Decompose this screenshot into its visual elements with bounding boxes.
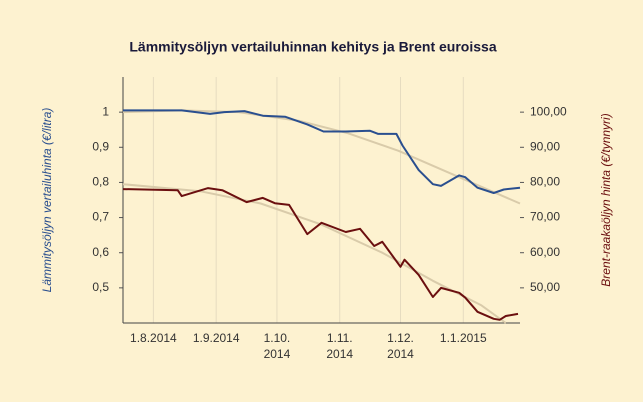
y2-tick-label: 50,00 — [530, 280, 560, 294]
y2-tick-label: 100,00 — [530, 104, 567, 118]
x-tick-label: 1.11. 2014 — [326, 331, 353, 361]
x-tick-label: 1.9.2014 — [193, 331, 240, 345]
chart-title: Lämmitysöljyn vertailuhinnan kehitys ja … — [129, 39, 496, 55]
y-tick-label: 0,8 — [92, 175, 109, 189]
y-tick-label: 0,9 — [92, 139, 109, 153]
y2-tick-label: 70,00 — [530, 210, 560, 224]
series-line — [122, 187, 519, 321]
y2-axis-label: Brent-raakaöljyn hinta (€/tynnyri) — [599, 113, 613, 286]
y-axis-label: Lämmitysöljyn vertailuhinta (€/litra) — [40, 108, 54, 293]
series-line — [122, 183, 507, 324]
x-tick-label: 1.8.2014 — [130, 331, 177, 345]
y2-tick-label: 80,00 — [530, 175, 560, 189]
y-tick-label: 0,6 — [92, 245, 109, 259]
y-tick-label: 0,7 — [92, 210, 109, 224]
y-tick-label: 1 — [102, 104, 109, 118]
x-tick-label: 1.10. 2014 — [264, 331, 291, 361]
y-tick-label: 0,5 — [92, 280, 109, 294]
y2-tick-label: 60,00 — [530, 245, 560, 259]
x-tick-label: 1.1.2015 — [440, 331, 487, 345]
x-tick-label: 1.12. 2014 — [387, 331, 414, 361]
y2-tick-label: 90,00 — [530, 139, 560, 153]
series-line — [123, 109, 521, 194]
